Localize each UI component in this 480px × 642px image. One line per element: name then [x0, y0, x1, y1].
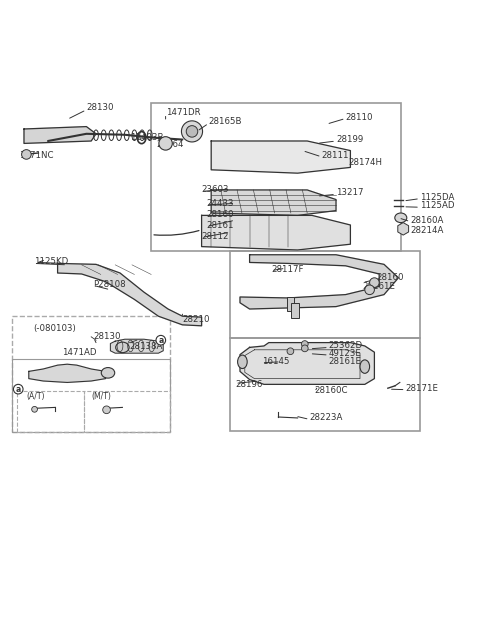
- Text: 28161E: 28161E: [362, 282, 396, 291]
- Text: 28160C: 28160C: [314, 386, 348, 395]
- Bar: [12, 317, 170, 432]
- Circle shape: [301, 341, 308, 347]
- Text: 28160A: 28160A: [410, 216, 444, 225]
- Text: 24433: 24433: [206, 199, 234, 208]
- Polygon shape: [240, 255, 398, 309]
- Bar: [17, 390, 84, 432]
- Text: 1125AD: 1125AD: [420, 202, 455, 211]
- Polygon shape: [211, 141, 350, 173]
- Circle shape: [32, 406, 37, 412]
- Text: 28214A: 28214A: [410, 226, 444, 235]
- Text: 28165B: 28165B: [209, 117, 242, 126]
- Ellipse shape: [116, 342, 129, 352]
- Text: 1125KD: 1125KD: [34, 257, 68, 266]
- Circle shape: [22, 150, 31, 159]
- Text: 11403B: 11403B: [130, 133, 163, 142]
- Text: 16145: 16145: [262, 357, 289, 366]
- Polygon shape: [58, 263, 202, 325]
- Text: 28130: 28130: [86, 103, 114, 112]
- Ellipse shape: [238, 355, 247, 369]
- Circle shape: [186, 126, 198, 137]
- Text: 28223A: 28223A: [310, 413, 343, 422]
- Ellipse shape: [395, 213, 407, 223]
- Text: 28164: 28164: [156, 140, 183, 149]
- Bar: [287, 297, 294, 311]
- Text: a: a: [16, 385, 21, 394]
- Text: 28130: 28130: [94, 332, 121, 341]
- Text: P28108: P28108: [94, 279, 126, 288]
- Text: (A/T): (A/T): [26, 392, 45, 401]
- Text: 28174H: 28174H: [348, 158, 382, 167]
- Bar: [84, 390, 170, 432]
- Circle shape: [159, 137, 172, 150]
- Circle shape: [301, 345, 308, 352]
- Text: 28210: 28210: [182, 315, 210, 324]
- Circle shape: [365, 285, 374, 295]
- Text: 28160: 28160: [206, 210, 234, 219]
- Text: 28111: 28111: [322, 151, 349, 160]
- Text: 28110: 28110: [346, 112, 373, 121]
- Text: 1471AD: 1471AD: [62, 348, 97, 357]
- Text: 49123E: 49123E: [329, 349, 361, 358]
- Text: 28112: 28112: [202, 232, 229, 241]
- Text: 28171E: 28171E: [406, 384, 439, 393]
- Text: 28161: 28161: [206, 220, 234, 229]
- Circle shape: [370, 278, 379, 288]
- Circle shape: [13, 385, 23, 394]
- Text: 13217: 13217: [336, 188, 363, 197]
- Text: 25362D: 25362D: [329, 342, 363, 351]
- Text: 28160: 28160: [377, 273, 404, 282]
- Bar: [230, 338, 420, 431]
- Text: 28117F: 28117F: [271, 265, 304, 273]
- Polygon shape: [110, 339, 163, 353]
- Bar: [151, 103, 401, 252]
- Text: (M/T): (M/T): [91, 392, 111, 401]
- Polygon shape: [29, 364, 106, 383]
- Text: 23603: 23603: [202, 186, 229, 195]
- Circle shape: [156, 335, 166, 345]
- Ellipse shape: [101, 368, 115, 378]
- Ellipse shape: [360, 360, 370, 373]
- Text: 1471DR: 1471DR: [166, 108, 200, 117]
- Bar: [291, 303, 299, 318]
- Text: 28199: 28199: [336, 135, 363, 144]
- Bar: [230, 252, 420, 338]
- Bar: [12, 360, 170, 432]
- Text: 28138A: 28138A: [130, 342, 163, 351]
- Circle shape: [103, 406, 110, 413]
- Text: (-080103): (-080103): [34, 324, 76, 333]
- Polygon shape: [24, 126, 96, 143]
- Polygon shape: [202, 216, 350, 250]
- Polygon shape: [240, 343, 374, 385]
- Circle shape: [181, 121, 203, 142]
- Text: 28161E: 28161E: [329, 357, 362, 366]
- Text: 1125DA: 1125DA: [420, 193, 455, 202]
- Text: 28196: 28196: [235, 380, 263, 389]
- Text: 1471NC: 1471NC: [19, 151, 54, 160]
- Circle shape: [287, 348, 294, 354]
- Polygon shape: [211, 190, 336, 216]
- Text: a: a: [158, 336, 163, 345]
